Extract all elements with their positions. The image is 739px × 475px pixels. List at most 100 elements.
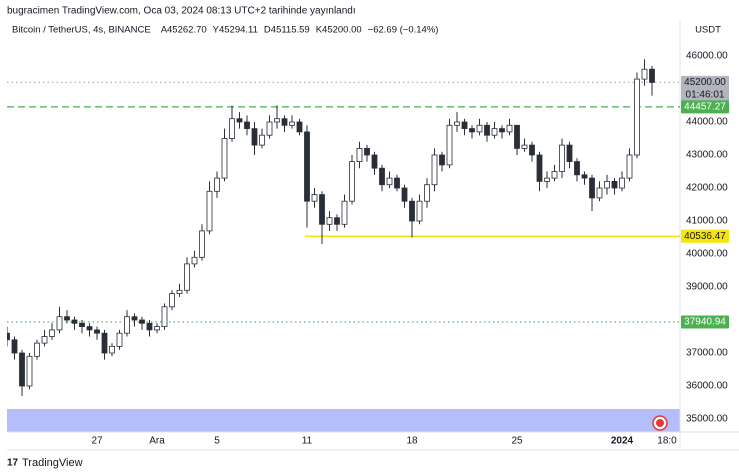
price-label: 37940.94 [684, 317, 726, 328]
candle-body [349, 161, 355, 202]
x-tick-label: 5 [214, 436, 220, 447]
candle-body [206, 190, 213, 232]
candle-body [124, 316, 130, 334]
candle-body [7, 332, 10, 341]
y-tick-label: 35000.00 [686, 414, 728, 425]
candle-body [461, 121, 468, 130]
candle-body [139, 319, 145, 324]
candle-body [236, 118, 243, 123]
candle-body [566, 144, 573, 163]
candle-body [251, 128, 258, 146]
candle-body [574, 161, 580, 176]
candle-body [281, 118, 288, 126]
candle-body [356, 148, 363, 163]
candle-body [581, 174, 588, 179]
candle-body [49, 329, 55, 337]
candle-body [604, 181, 610, 189]
candle-body [649, 68, 655, 83]
candle-body [619, 177, 625, 189]
candle-body [589, 177, 595, 199]
candle-body [64, 316, 70, 321]
price-label-box [681, 229, 729, 243]
price-label: 45200.00 [684, 77, 726, 88]
candle-body [319, 194, 325, 225]
candle-body [469, 128, 475, 133]
candle-body [214, 177, 220, 192]
candle-body [476, 124, 483, 133]
y-tick-label: 42000.00 [686, 183, 728, 194]
x-tick-label: 11 [302, 436, 313, 447]
y-tick-label: 37000.00 [686, 348, 728, 359]
countdown: 01:46:01 [686, 90, 725, 101]
candle-body [521, 144, 528, 149]
candle-body [364, 148, 370, 156]
candle-body [439, 154, 445, 166]
candle-body [491, 128, 498, 136]
price-label-box [681, 75, 729, 102]
y-tick-label: 43000.00 [686, 150, 728, 161]
x-tick-label: 18:0 [657, 436, 677, 447]
candle-body [626, 154, 633, 179]
candle-body [379, 167, 385, 186]
candle-body [334, 217, 340, 225]
candle-body [169, 293, 175, 308]
candle-body [446, 124, 453, 166]
candle-body [529, 144, 535, 156]
y-tick-label: 41000.00 [686, 216, 728, 227]
y-tick-label: 44000.00 [686, 117, 728, 128]
x-tick-label: 18 [406, 436, 418, 447]
header: bugracimen TradingView.com, Oca 03, 2024… [7, 6, 356, 17]
candle-body [326, 217, 333, 225]
candle-body [34, 342, 40, 357]
candle-body [296, 121, 303, 133]
candle-body [94, 329, 100, 334]
candle-body [116, 332, 123, 347]
candle-body [11, 339, 18, 354]
candle-body [431, 154, 438, 186]
candle-body [289, 121, 295, 126]
candle-body [304, 131, 310, 202]
y-tick-label: 36000.00 [686, 381, 728, 392]
y-tick-label: 40000.00 [686, 249, 728, 260]
candle-body [394, 177, 400, 189]
candle-body [71, 319, 78, 324]
candle-body [424, 184, 430, 202]
candle-body [536, 154, 543, 182]
volume-band [7, 409, 680, 432]
flag-icon [652, 415, 668, 431]
candle-body [401, 187, 408, 202]
price-label: 40536.47 [684, 231, 726, 242]
candle-body [559, 144, 565, 172]
price-label: 44457.27 [684, 102, 726, 113]
candle-body [499, 128, 505, 133]
candle-body [191, 256, 198, 265]
candle-body [19, 352, 25, 387]
candle-body [596, 187, 603, 199]
candle-body [506, 124, 513, 133]
legend-value: A45262.70 [161, 25, 207, 36]
candle-body [101, 332, 108, 354]
candle-body [341, 200, 348, 225]
candle-body [229, 118, 235, 139]
candle-body [244, 121, 250, 130]
x-tick-label: Ara [149, 436, 165, 447]
candle-body [146, 322, 153, 331]
candle-body [26, 355, 33, 387]
x-tick-label: 25 [511, 436, 523, 447]
candle-body [311, 194, 318, 202]
chart-title: Bitcoin / TetherUS, 4s, BINANCE [12, 25, 151, 36]
candle-body [199, 230, 205, 258]
candle-body [131, 316, 138, 321]
logo: 17 [7, 458, 19, 469]
candle-body [184, 263, 190, 291]
y-tick-label: 46000.00 [686, 51, 728, 62]
candle-body [611, 181, 618, 189]
x-tick-label: 27 [91, 436, 103, 447]
price-label-box [681, 100, 729, 114]
legend-value: Y45294.11 [213, 25, 258, 36]
plot-area [7, 59, 680, 396]
y-tick-label: 39000.00 [686, 282, 728, 293]
candle-body [161, 306, 168, 327]
